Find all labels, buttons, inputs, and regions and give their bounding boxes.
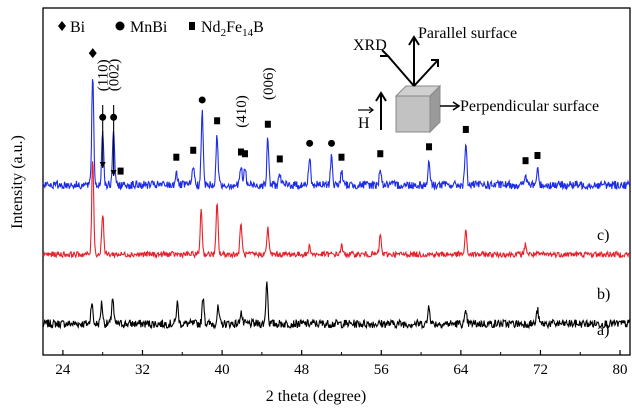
plot-frame xyxy=(42,7,631,356)
miller-index-label: (006) xyxy=(261,67,277,100)
ndfeb-marker xyxy=(117,167,124,175)
peak-pointer-head-icon xyxy=(99,162,106,168)
ndfeb-marker xyxy=(214,117,221,125)
series-label: a) xyxy=(597,322,609,339)
series-label: b) xyxy=(597,286,610,303)
mnbi-marker xyxy=(306,139,314,147)
x-tick-label: 32 xyxy=(135,362,150,378)
series-layer xyxy=(42,79,631,330)
ndfeb-marker xyxy=(522,157,529,165)
miller-index-label: (410) xyxy=(234,95,250,128)
xrd-label: XRD xyxy=(353,37,387,54)
ndfeb-marker xyxy=(173,153,180,161)
ndfeb-marker xyxy=(264,120,271,128)
ndfeb-marker xyxy=(426,143,433,151)
xrd-incident-arrow-icon xyxy=(387,55,415,87)
series-line-2 xyxy=(42,161,630,260)
ndfeb-marker xyxy=(190,146,197,154)
ndfeb-marker xyxy=(237,148,244,156)
series-line-1 xyxy=(42,281,631,330)
legend-label-bi: Bi xyxy=(70,19,86,36)
ndfeb-marker xyxy=(534,151,541,159)
series-line-3 xyxy=(42,79,631,191)
legend-square-icon xyxy=(189,22,195,30)
x-tick-label: 64 xyxy=(453,362,469,378)
mnbi-marker xyxy=(328,139,336,147)
x-tick-label: 40 xyxy=(215,362,230,378)
ndfeb-marker xyxy=(377,150,384,158)
ndfeb-marker xyxy=(462,125,469,133)
inset-schematic: XRD Parallel surface Perpendicular surfa… xyxy=(353,25,599,134)
legend-label-mnbi: MnBi xyxy=(130,19,168,36)
x-tick-label: 56 xyxy=(374,362,390,378)
x-tick-label: 48 xyxy=(294,362,309,378)
field-label: H xyxy=(358,115,370,132)
field-arrowhead-icon xyxy=(375,91,387,102)
miller-index-label: (002) xyxy=(107,59,123,92)
xrd-diffracted-arrow-icon xyxy=(413,59,439,87)
series-label: c) xyxy=(597,227,609,244)
perpendicular-surface-label: Perpendicular surface xyxy=(460,98,599,115)
peak-markers xyxy=(88,48,541,175)
legend-diamond-icon xyxy=(58,21,66,31)
parallel-surface-label: Parallel surface xyxy=(418,25,517,42)
x-axis-ticks: 24 32 40 48 56 64 72 80 xyxy=(55,350,628,378)
x-tick-label: 72 xyxy=(533,362,548,378)
y-axis-label: Intensity (a.u.) xyxy=(9,135,26,229)
x-axis-label: 2 theta (degree) xyxy=(266,388,366,405)
legend-label-ndfeb: Nd2Fe14B xyxy=(201,19,264,39)
bi-marker xyxy=(88,48,97,59)
x-tick-label: 80 xyxy=(613,362,628,378)
mnbi-marker xyxy=(198,96,206,104)
series-labels: a) b) c) xyxy=(597,227,610,339)
legend: Bi MnBi Nd2Fe14B xyxy=(58,19,264,39)
ndfeb-marker xyxy=(338,153,345,161)
peak-pointer-head-icon xyxy=(110,170,117,176)
legend-circle-icon xyxy=(115,21,125,31)
x-tick-label: 24 xyxy=(55,362,71,378)
perpendicular-arrowhead-icon xyxy=(452,101,461,111)
cube-front-face xyxy=(395,95,431,133)
ndfeb-marker xyxy=(276,155,283,163)
parallel-arrowhead-icon xyxy=(408,35,420,46)
xrd-incident-arrowhead-icon xyxy=(380,49,391,57)
xrd-diffracted-arrowhead-icon xyxy=(431,59,439,67)
ndfeb-marker xyxy=(241,150,248,158)
field-vector-head-icon xyxy=(368,106,374,114)
miller-index-label: (110) xyxy=(96,59,112,91)
